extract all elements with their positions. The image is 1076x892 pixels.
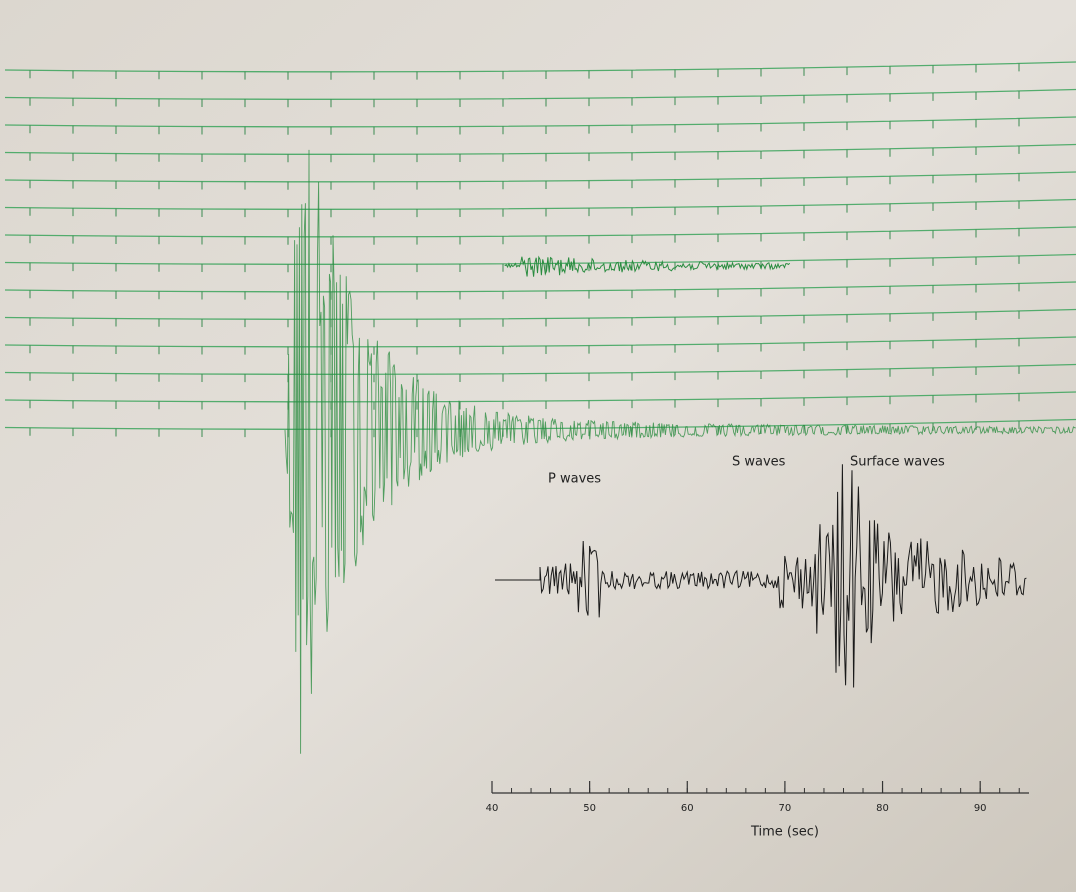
drum-line — [4, 61, 1076, 73]
green-recording — [4, 61, 1076, 754]
drum-line — [4, 418, 1076, 430]
time-axis: 40 50 60 70 80 90 — [486, 781, 1029, 814]
trace — [495, 464, 1027, 688]
tick-label: 90 — [974, 803, 987, 814]
tick-label: 50 — [583, 803, 596, 814]
green-burst-small — [504, 255, 791, 277]
green-burst — [284, 149, 1076, 754]
drum-line — [4, 363, 1076, 375]
tick-label: 80 — [876, 803, 889, 814]
drum-line — [4, 391, 1076, 403]
annotation: Surface waves — [850, 455, 945, 470]
drum-line — [4, 281, 1076, 293]
drum-line — [4, 88, 1076, 100]
drum-line — [4, 171, 1076, 183]
drum-line — [4, 198, 1076, 210]
annotation: P waves — [548, 472, 601, 487]
tick-label: 60 — [681, 803, 694, 814]
drum-line — [4, 226, 1076, 238]
drum-line — [4, 308, 1076, 320]
drum-line — [4, 336, 1076, 348]
tick-label: 40 — [486, 803, 499, 814]
axis-title: Time (sec) — [750, 825, 819, 840]
drum-line — [4, 116, 1076, 128]
annotation: S waves — [732, 455, 786, 470]
tick-label: 70 — [779, 803, 792, 814]
black-trace — [495, 464, 1027, 688]
drum-line — [4, 143, 1076, 155]
